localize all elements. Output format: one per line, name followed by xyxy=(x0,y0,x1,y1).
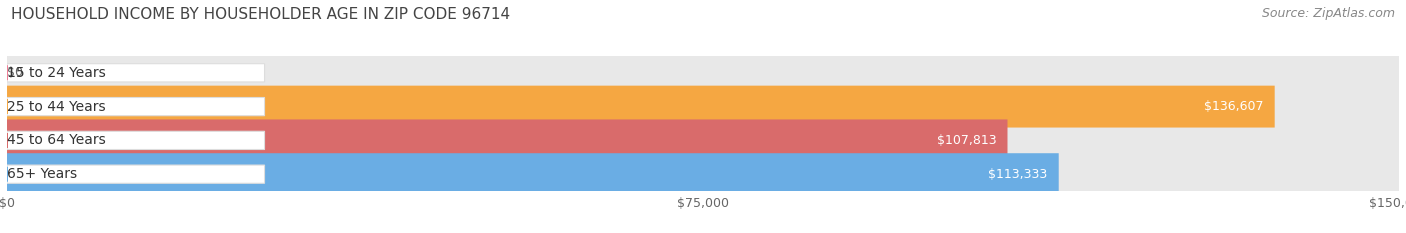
FancyBboxPatch shape xyxy=(7,120,1399,161)
Text: Source: ZipAtlas.com: Source: ZipAtlas.com xyxy=(1261,7,1395,20)
FancyBboxPatch shape xyxy=(7,86,1399,127)
FancyBboxPatch shape xyxy=(7,86,1275,127)
FancyBboxPatch shape xyxy=(7,153,1399,195)
Text: $0: $0 xyxy=(7,66,22,79)
Text: $136,607: $136,607 xyxy=(1204,100,1264,113)
FancyBboxPatch shape xyxy=(7,52,1399,94)
Text: 25 to 44 Years: 25 to 44 Years xyxy=(7,99,105,114)
Text: HOUSEHOLD INCOME BY HOUSEHOLDER AGE IN ZIP CODE 96714: HOUSEHOLD INCOME BY HOUSEHOLDER AGE IN Z… xyxy=(11,7,510,22)
Text: $113,333: $113,333 xyxy=(988,168,1047,181)
FancyBboxPatch shape xyxy=(7,64,264,82)
Text: 45 to 64 Years: 45 to 64 Years xyxy=(7,133,105,147)
FancyBboxPatch shape xyxy=(7,153,1059,195)
Text: $107,813: $107,813 xyxy=(936,134,997,147)
Text: 15 to 24 Years: 15 to 24 Years xyxy=(7,66,105,80)
FancyBboxPatch shape xyxy=(7,165,264,183)
FancyBboxPatch shape xyxy=(7,120,1008,161)
Text: 65+ Years: 65+ Years xyxy=(7,167,77,181)
FancyBboxPatch shape xyxy=(7,97,264,116)
FancyBboxPatch shape xyxy=(7,131,264,150)
